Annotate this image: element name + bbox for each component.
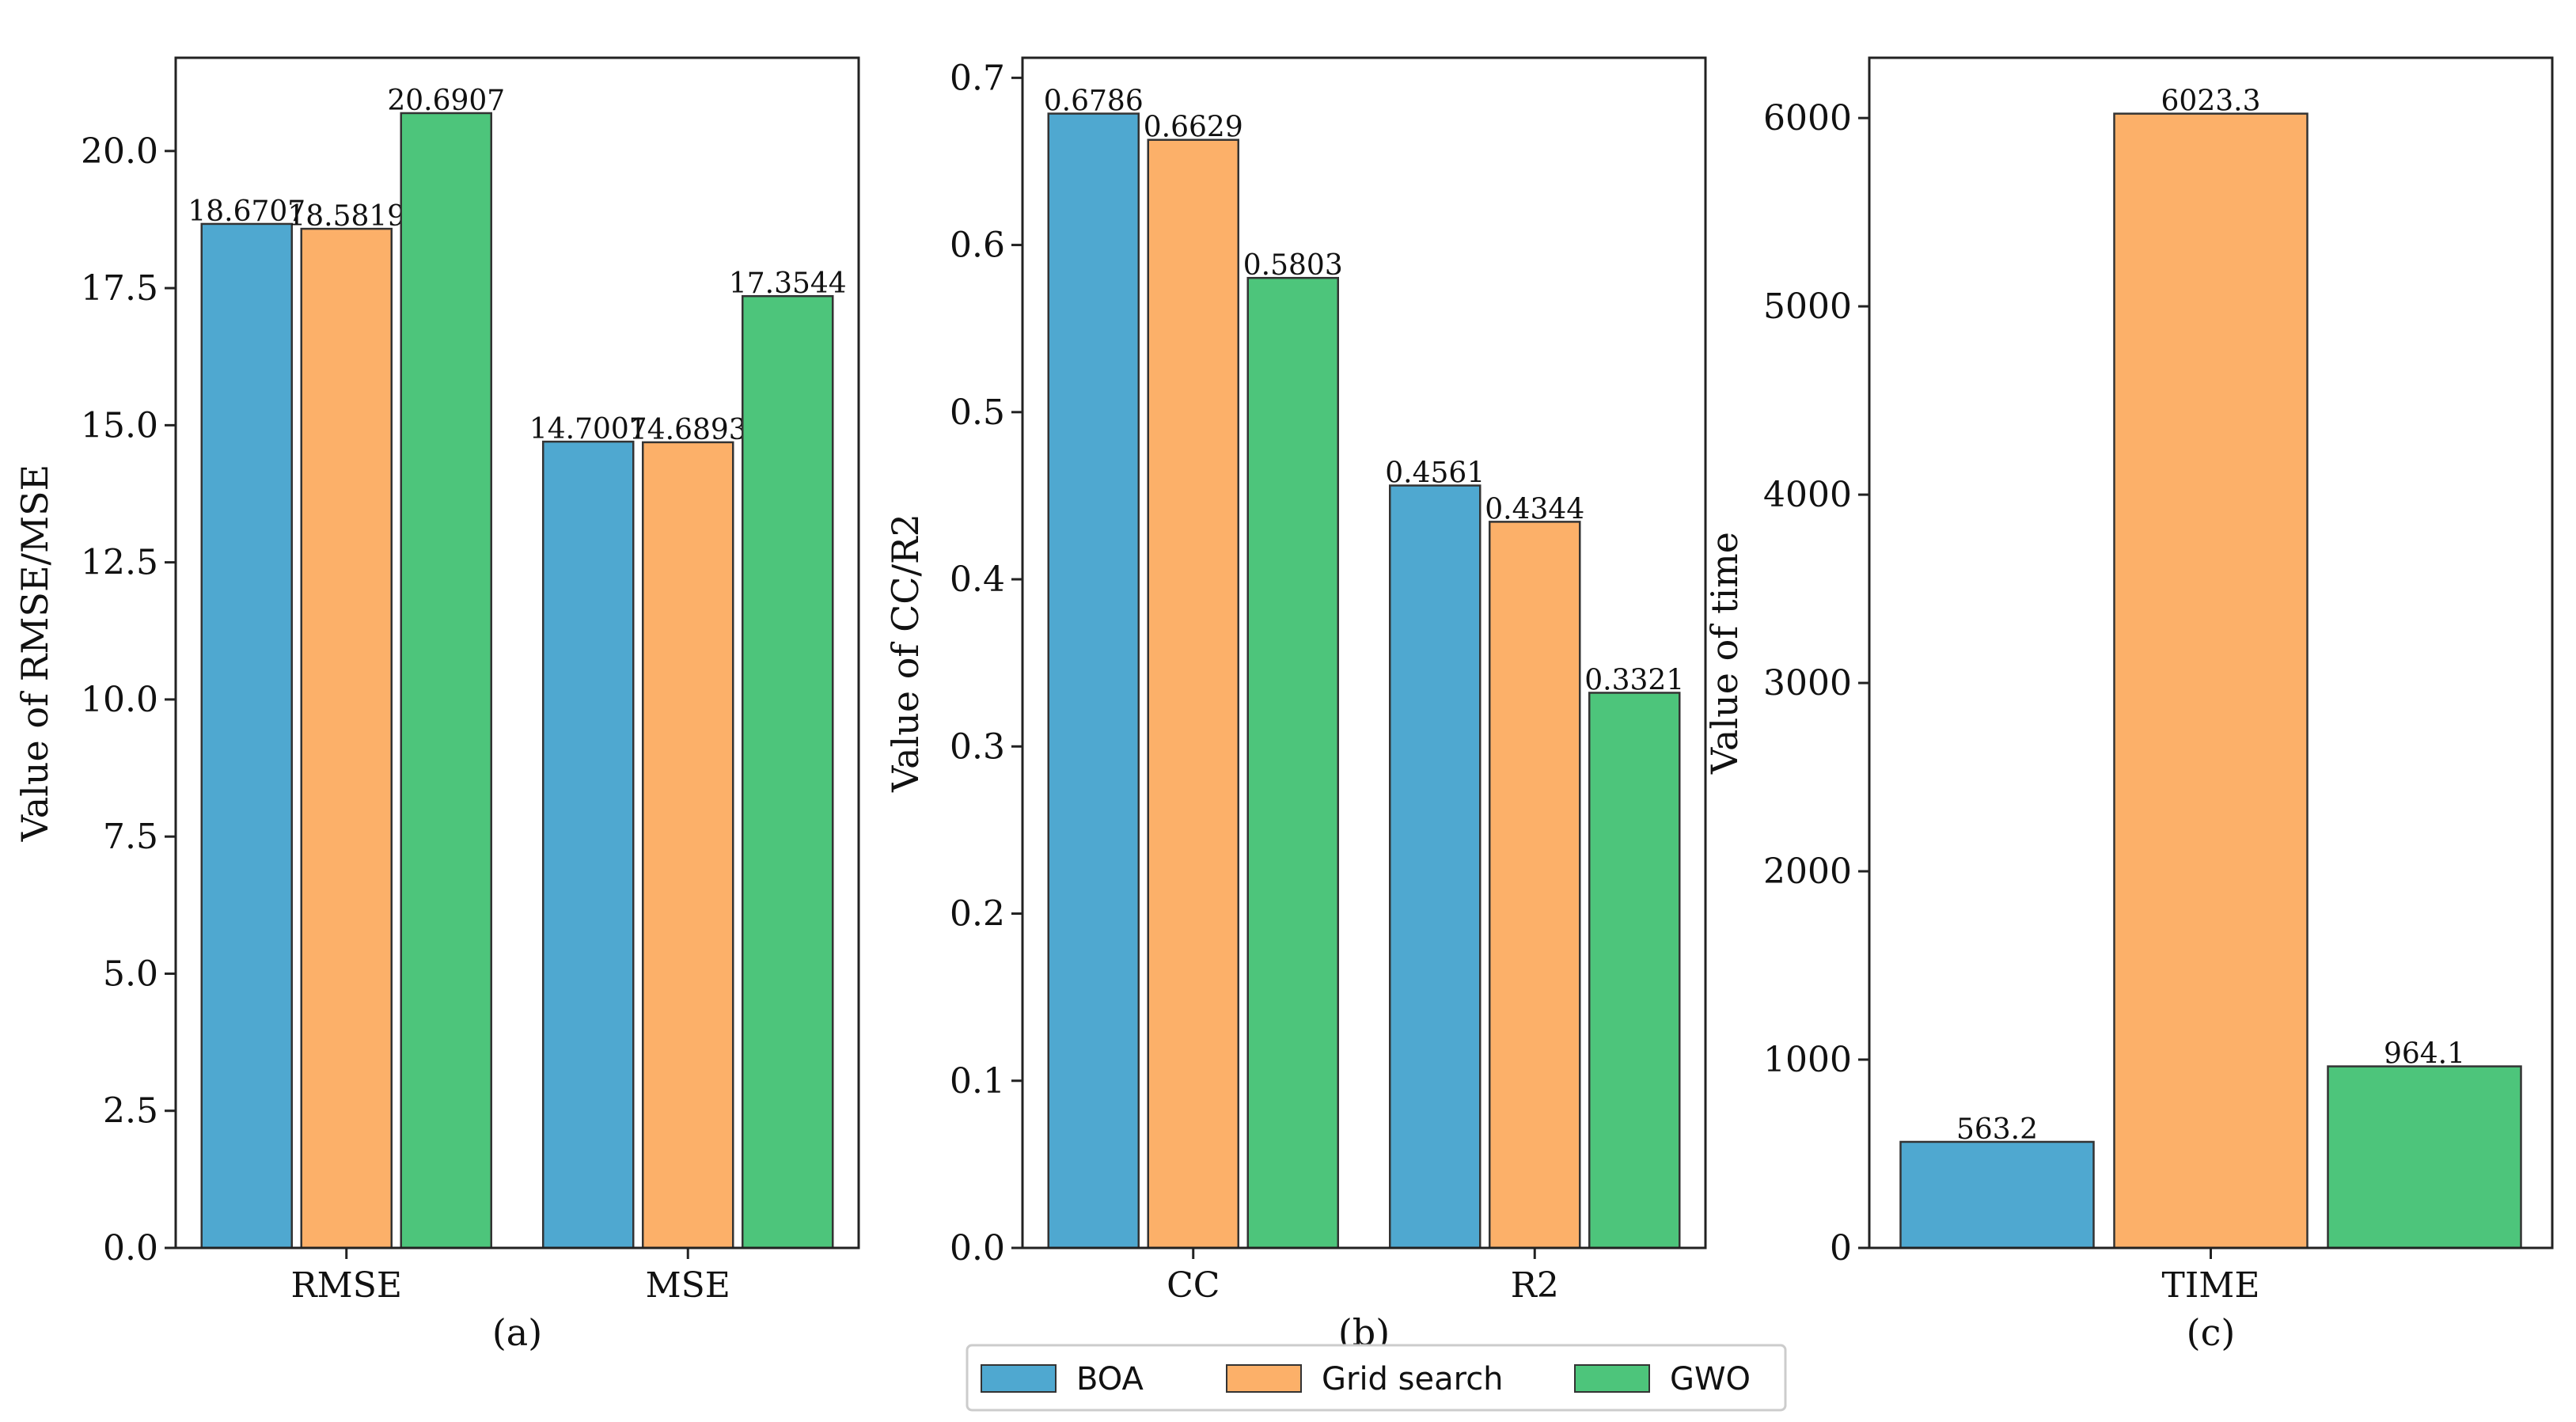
bar-r2-gwo	[1588, 692, 1681, 1249]
bar-time-grid-search	[2113, 112, 2309, 1249]
x-tick-label-mse: MSE	[646, 1265, 730, 1306]
data-label-mse-boa: 14.7007	[529, 413, 647, 446]
data-label-cc-grid-search: 0.6629	[1144, 112, 1243, 144]
bar-mse-gwo	[742, 294, 834, 1249]
y-tick-label: 0.5	[950, 392, 1005, 433]
legend-frame	[966, 1344, 1787, 1412]
y-tick-label: 7.5	[103, 817, 158, 857]
data-label-mse-gwo: 17.3544	[729, 267, 847, 300]
x-tick-label-time: TIME	[2162, 1265, 2260, 1306]
bar-cc-grid-search	[1147, 138, 1239, 1249]
y-tick-label: 2.5	[103, 1091, 158, 1132]
bar-mse-boa	[542, 440, 635, 1249]
y-axis-label-c: Value of time	[1703, 532, 1746, 775]
bar-cc-boa	[1047, 112, 1140, 1249]
y-tick-label: 3000	[1763, 663, 1852, 703]
legend-label-grid-search: Grid search	[1322, 1361, 1504, 1397]
panel-c: 563.2 6023.3 964.1 0 1000 2000 3000 4000 5000 600…	[1703, 56, 2554, 1354]
y-tick-label: 0.4	[950, 559, 1005, 600]
bar-cc-gwo	[1246, 276, 1339, 1249]
data-label-mse-grid-search: 14.6893	[629, 414, 747, 446]
x-tick-label-cc: CC	[1167, 1265, 1220, 1306]
panel-b: 0.6786 0.4561 0.6629 0.4344 0.5803 0.3321 0.0 0…	[884, 56, 1707, 1354]
y-tick-label: 5000	[1763, 286, 1852, 327]
legend-label-boa: BOA	[1076, 1361, 1144, 1397]
legend-label-gwo: GWO	[1670, 1361, 1751, 1397]
panel-a: 18.6707 14.7007 18.5819 14.6893 20.6907 17.35…	[13, 56, 860, 1354]
bar-time-gwo	[2327, 1065, 2522, 1249]
data-label-r2-gwo: 0.3321	[1584, 664, 1684, 696]
y-axis-label-a: Value of RMSE/MSE	[13, 465, 56, 842]
y-tick-label: 4000	[1763, 475, 1852, 515]
data-label-rmse-boa: 18.6707	[188, 195, 305, 228]
data-label-r2-grid-search: 0.4344	[1485, 493, 1584, 525]
y-axis-label-b: Value of CC/R2	[884, 514, 927, 793]
bar-r2-boa	[1389, 484, 1481, 1249]
data-label-time-boa: 563.2	[1956, 1113, 2038, 1146]
x-tick-label-rmse: RMSE	[291, 1265, 402, 1306]
plot-frame-a	[174, 56, 860, 1249]
data-label-cc-boa: 0.6786	[1044, 85, 1144, 118]
y-tick-label: 0	[1830, 1228, 1852, 1268]
x-tick-label-r2: R2	[1511, 1265, 1559, 1306]
legend-swatch-boa	[981, 1364, 1057, 1393]
y-tick-label: 0.7	[950, 58, 1005, 98]
y-tick-label: 0.6	[950, 226, 1005, 266]
y-tick-label: 6000	[1763, 98, 1852, 138]
legend-swatch-grid-search	[1226, 1364, 1302, 1393]
data-label-rmse-gwo: 20.6907	[387, 85, 505, 117]
y-tick-label: 1000	[1763, 1040, 1852, 1080]
data-label-r2-boa: 0.4561	[1385, 457, 1485, 490]
data-label-time-gwo: 964.1	[2384, 1038, 2465, 1071]
bar-rmse-boa	[200, 222, 293, 1249]
y-tick-label: 0.0	[950, 1228, 1005, 1268]
y-tick-label: 2000	[1763, 851, 1852, 892]
panel-label-c: (c)	[2187, 1311, 2236, 1354]
plot-frame-b	[1021, 56, 1707, 1249]
y-tick-label: 17.5	[81, 268, 158, 309]
data-label-rmse-grid-search: 18.5819	[287, 200, 405, 233]
y-tick-label: 0.2	[950, 894, 1005, 935]
y-tick-label: 10.0	[81, 680, 158, 720]
bar-rmse-grid-search	[300, 227, 393, 1249]
y-tick-label: 0.0	[103, 1228, 158, 1268]
panel-label-a: (a)	[492, 1311, 542, 1354]
bar-mse-grid-search	[642, 441, 734, 1249]
y-tick-label: 12.5	[81, 543, 158, 583]
legend: BOA Grid search GWO	[966, 1344, 1787, 1412]
bar-rmse-gwo	[400, 112, 492, 1249]
y-tick-label: 20.0	[81, 131, 158, 172]
data-label-time-grid-search: 6023.3	[2161, 85, 2261, 118]
bar-time-boa	[1899, 1140, 2095, 1249]
legend-swatch-gwo	[1574, 1364, 1650, 1393]
y-tick-label: 0.3	[950, 726, 1005, 767]
y-tick-label: 15.0	[81, 405, 158, 446]
y-tick-label: 0.1	[950, 1061, 1005, 1102]
bar-r2-grid-search	[1489, 521, 1581, 1249]
data-label-cc-gwo: 0.5803	[1243, 249, 1343, 282]
y-tick-label: 5.0	[103, 954, 158, 994]
